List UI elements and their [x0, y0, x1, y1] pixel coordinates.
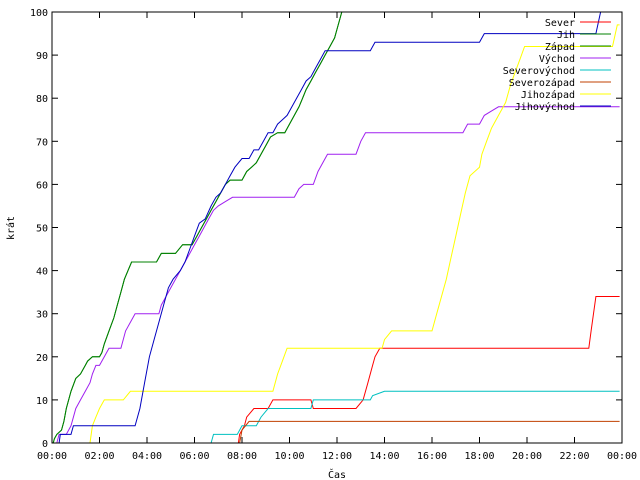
- series-line: [52, 12, 343, 443]
- plot-frame: [51, 11, 623, 444]
- y-axis-label: krát: [5, 216, 17, 240]
- x-tick-label: 02:00: [84, 451, 114, 462]
- x-tick-label: 16:00: [417, 451, 447, 462]
- legend-label: Severovýchod: [503, 65, 575, 77]
- x-tick-label: 08:00: [227, 451, 257, 462]
- y-tick-label: 30: [36, 310, 48, 321]
- series-line: [89, 24, 620, 443]
- y-tick-label: 20: [36, 353, 48, 364]
- y-tick-label: 40: [36, 267, 48, 278]
- legend-label: Sever: [545, 18, 575, 29]
- series-line: [239, 420, 620, 443]
- x-tick-label: 18:00: [464, 451, 494, 462]
- y-tick-label: 60: [36, 180, 48, 191]
- x-tick-label: 20:00: [512, 451, 542, 462]
- legend-label: Jih: [557, 30, 575, 41]
- x-tick-label: 00:00: [607, 451, 637, 462]
- axis-ticks: 0 10 20 30 40 50 60 70 80 90 100 00:00 02:00 04:00 06:…: [30, 8, 637, 462]
- x-tick-label: 12:00: [322, 451, 352, 462]
- legend: SeverJihZápadVýchodSeverovýchodSeverozáp…: [503, 18, 611, 113]
- legend-label: Západ: [545, 41, 575, 53]
- x-tick-label: 10:00: [274, 451, 304, 462]
- series-line: [58, 12, 602, 443]
- y-tick-label: 80: [36, 94, 48, 105]
- y-tick-label: 10: [36, 396, 48, 407]
- y-tick-label: 100: [30, 8, 48, 19]
- series-line: [210, 390, 620, 443]
- legend-label: Východ: [539, 53, 575, 65]
- series-lines: [52, 12, 620, 443]
- x-tick-label: 22:00: [559, 451, 589, 462]
- x-tick-label: 06:00: [179, 451, 209, 462]
- y-tick-label: 50: [36, 224, 48, 235]
- x-axis-label: Čas: [328, 468, 346, 480]
- series-line: [56, 106, 620, 443]
- y-tick-label: 70: [36, 137, 48, 148]
- x-tick-label: 14:00: [369, 451, 399, 462]
- x-tick-label: 00:00: [37, 451, 67, 462]
- y-tick-label: 90: [36, 51, 48, 62]
- x-tick-label: 04:00: [132, 451, 162, 462]
- legend-label: Jihozápad: [521, 89, 575, 101]
- legend-label: Jihovýchod: [515, 101, 575, 113]
- legend-label: Severozápad: [509, 77, 575, 89]
- series-line: [237, 296, 620, 443]
- y-tick-label: 0: [42, 439, 48, 450]
